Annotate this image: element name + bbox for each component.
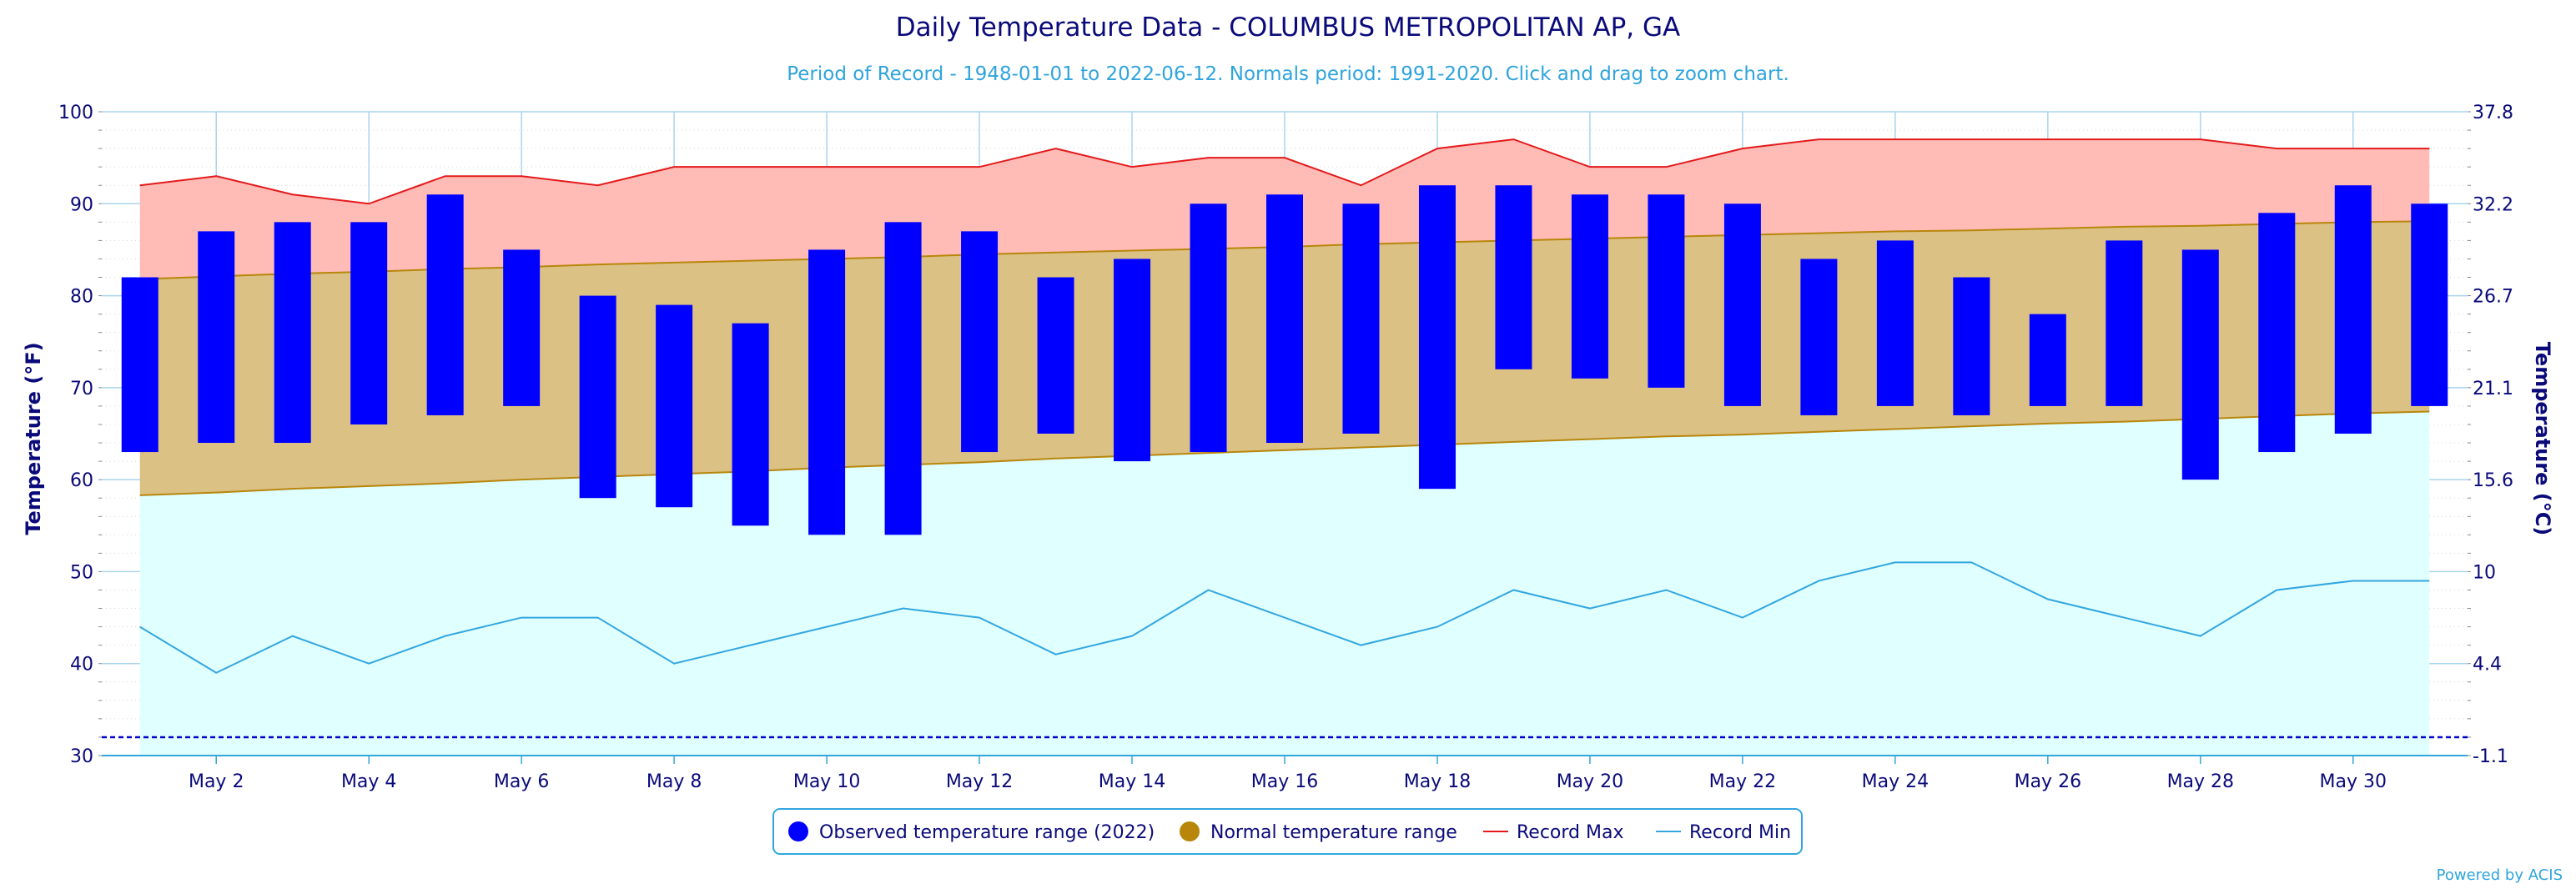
- y-tick-label: 80: [70, 287, 93, 308]
- x-tick-label: May 22: [1709, 771, 1776, 792]
- observed-bar-may-23[interactable]: [1800, 259, 1838, 415]
- observed-bar-may-15[interactable]: [1190, 203, 1227, 453]
- chart-subtitle: Period of Record - 1948-01-01 to 2022-06…: [787, 63, 1789, 85]
- observed-bar-may-20[interactable]: [1571, 194, 1608, 379]
- observed-bar-may-2[interactable]: [198, 231, 235, 444]
- legend-observed-marker: [788, 821, 808, 841]
- observed-bar-may-1[interactable]: [121, 277, 158, 453]
- legend-observed-label[interactable]: Observed temperature range (2022): [819, 822, 1155, 843]
- y-axis-title: Temperature (°F): [22, 342, 45, 535]
- observed-bar-may-18[interactable]: [1418, 185, 1456, 490]
- observed-bar-may-30[interactable]: [2334, 185, 2372, 434]
- x-tick-label: May 6: [494, 771, 549, 792]
- y-tick-label: 90: [70, 194, 93, 215]
- observed-bar-may-28[interactable]: [2181, 249, 2219, 480]
- record-min-area: [139, 411, 2430, 756]
- observed-bar-may-21[interactable]: [1648, 194, 1685, 388]
- y2-tick-label: 15.6: [2473, 470, 2513, 491]
- observed-bar-may-14[interactable]: [1114, 259, 1151, 462]
- observed-bar-may-8[interactable]: [656, 304, 693, 508]
- y-tick-label: 40: [70, 655, 93, 676]
- y2-axis-title: Temperature (°C): [2531, 342, 2554, 536]
- observed-bar-may-6[interactable]: [503, 249, 541, 406]
- observed-bar-may-26[interactable]: [2029, 314, 2066, 406]
- axes: 30 40 50 60 70 80 90 100 -1.1 4.4 10 15.6 21.1 26.7 32…: [58, 103, 2513, 792]
- credit-link[interactable]: Powered by ACIS: [2437, 866, 2563, 884]
- y-tick-label: 50: [70, 562, 93, 583]
- observed-bar-may-24[interactable]: [1876, 240, 1914, 406]
- observed-bars[interactable]: [121, 185, 2448, 535]
- observed-bar-may-4[interactable]: [350, 222, 388, 424]
- observed-bar-may-27[interactable]: [2106, 240, 2143, 406]
- y2-tick-label: 4.4: [2473, 655, 2502, 676]
- y-tick-label: 60: [70, 470, 93, 491]
- x-tick-label: May 26: [2015, 771, 2081, 792]
- x-tick-label: May 24: [1862, 771, 1929, 792]
- x-tick-label: May 30: [2320, 771, 2387, 792]
- observed-bar-may-13[interactable]: [1037, 277, 1074, 434]
- normal-low-line: [139, 410, 2430, 496]
- observed-bar-may-5[interactable]: [426, 194, 464, 415]
- observed-bar-may-7[interactable]: [579, 295, 616, 499]
- legend-record-min-label[interactable]: Record Min: [1689, 822, 1791, 843]
- legend-box: [772, 808, 1803, 855]
- x-tick-label: May 28: [2167, 771, 2234, 792]
- record-min-line: [139, 561, 2430, 674]
- observed-bar-may-16[interactable]: [1266, 194, 1303, 444]
- observed-bar-may-31[interactable]: [2411, 203, 2448, 406]
- observed-bar-may-12[interactable]: [961, 231, 999, 453]
- observed-bar-may-25[interactable]: [1953, 277, 1990, 415]
- x-tick-label: May 4: [341, 771, 396, 792]
- y2-tick-label: 10: [2473, 562, 2496, 583]
- chart-title: Daily Temperature Data - COLUMBUS METROP…: [896, 13, 1680, 43]
- y2-tick-label: 26.7: [2473, 287, 2513, 308]
- observed-bar-may-11[interactable]: [884, 222, 922, 535]
- observed-bar-may-17[interactable]: [1342, 203, 1380, 434]
- x-tick-label: May 10: [793, 771, 860, 792]
- x-tick-label: May 20: [1557, 771, 1623, 792]
- observed-bar-may-10[interactable]: [808, 249, 846, 535]
- x-tick-label: May 12: [946, 771, 1013, 792]
- y2-tick-label: 21.1: [2473, 379, 2513, 399]
- observed-bar-may-19[interactable]: [1495, 185, 1532, 369]
- y2-tick-label: 37.8: [2473, 103, 2513, 123]
- x-tick-label: May 18: [1404, 771, 1471, 792]
- record-max-line: [139, 138, 2430, 205]
- y-tick-label: 70: [70, 379, 93, 399]
- legend-normal-label[interactable]: Normal temperature range: [1210, 822, 1457, 843]
- observed-bar-may-9[interactable]: [732, 323, 769, 526]
- y2-tick-label: -1.1: [2473, 746, 2508, 767]
- y2-tick-label: 32.2: [2473, 194, 2513, 215]
- y-tick-label: 100: [58, 103, 93, 123]
- x-tick-label: May 8: [647, 771, 702, 792]
- y-tick-label: 30: [70, 746, 93, 767]
- legend-record-max-label[interactable]: Record Max: [1517, 822, 1624, 843]
- chart-legend[interactable]: Observed temperature range (2022) Normal…: [772, 808, 1803, 855]
- observed-bar-may-22[interactable]: [1723, 203, 1761, 406]
- x-tick-label: May 16: [1251, 771, 1318, 792]
- legend-normal-marker: [1180, 821, 1200, 841]
- x-tick-label: May 2: [189, 771, 244, 792]
- x-tick-label: May 14: [1099, 771, 1165, 792]
- observed-bar-may-29[interactable]: [2258, 213, 2296, 453]
- observed-bar-may-3[interactable]: [274, 222, 311, 444]
